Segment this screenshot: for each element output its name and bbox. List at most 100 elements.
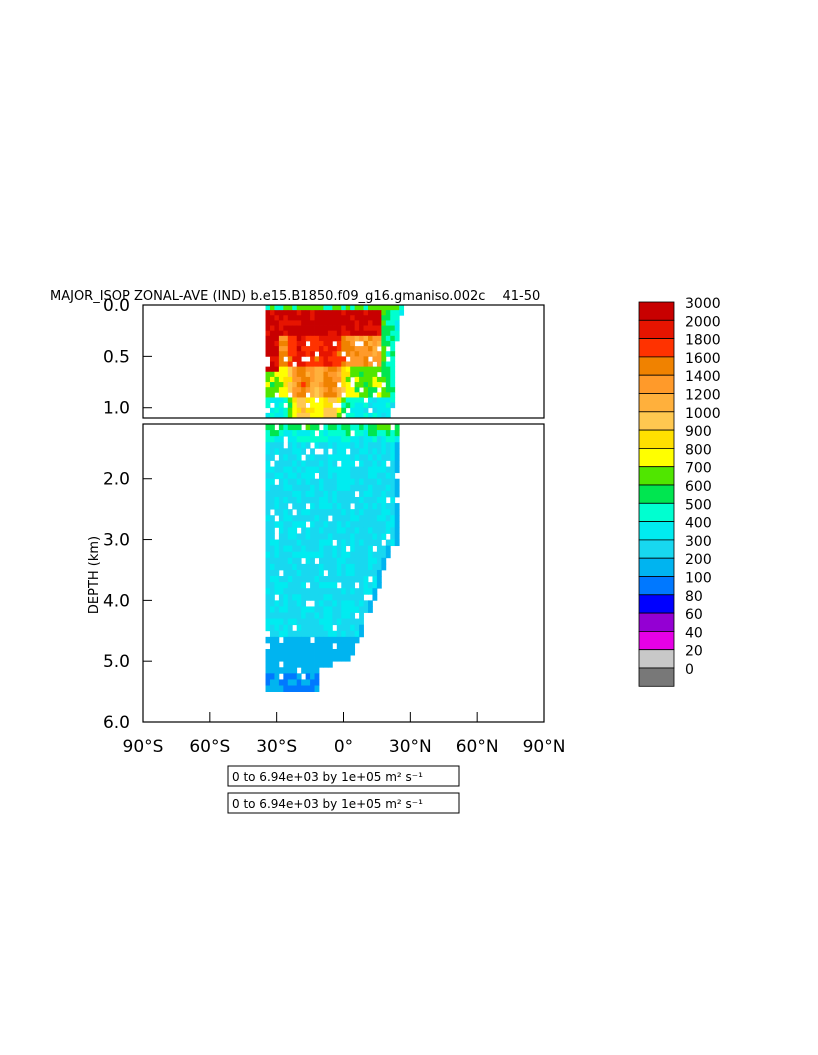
field-cell — [372, 478, 378, 486]
field-cell — [269, 371, 275, 378]
field-cell — [305, 630, 311, 638]
field-cell — [385, 315, 391, 321]
field-cell — [332, 557, 338, 565]
field-cell — [310, 351, 315, 357]
field-cell — [394, 442, 400, 449]
field-cell — [394, 330, 400, 337]
field-cell — [350, 600, 356, 607]
field-cell — [354, 527, 360, 534]
field-cell — [265, 371, 271, 378]
field-cell — [296, 478, 302, 486]
field-cell — [296, 387, 302, 393]
field-cell — [310, 412, 315, 419]
colorbar-label: 600 — [685, 479, 712, 495]
field-cell — [278, 557, 284, 565]
field-cell — [318, 539, 324, 547]
y-tick-label: 6.0 — [103, 713, 130, 733]
field-cell — [310, 503, 315, 510]
field-cell — [336, 412, 342, 419]
colorbar-swatch — [638, 612, 675, 632]
field-cell — [359, 576, 364, 583]
field-cell — [283, 606, 289, 613]
field-cell — [265, 618, 271, 626]
field-cell — [368, 397, 373, 403]
field-cell — [305, 649, 311, 656]
field-cell — [363, 576, 369, 583]
field-cell — [283, 569, 289, 577]
field-cell — [381, 545, 387, 553]
field-cell — [381, 484, 387, 492]
field-cell — [314, 551, 320, 559]
field-cell — [301, 490, 307, 498]
field-cell — [318, 356, 324, 362]
field-cell — [305, 412, 311, 419]
field-cell — [345, 305, 351, 311]
field-cell — [350, 636, 356, 644]
field-cell — [350, 551, 356, 559]
field-cell — [292, 376, 298, 383]
field-cell — [301, 315, 307, 321]
field-cell — [336, 392, 342, 398]
field-cell — [372, 371, 378, 378]
field-cell — [368, 515, 373, 522]
field-cell — [341, 588, 347, 595]
field-cell — [301, 376, 307, 383]
field-cell — [385, 402, 391, 409]
field-cell — [363, 320, 369, 326]
field-cell — [359, 335, 364, 342]
field-cell — [390, 509, 396, 516]
field-cell — [314, 612, 320, 620]
field-cell — [287, 320, 293, 326]
field-cell — [363, 412, 369, 419]
field-cell — [278, 521, 284, 528]
field-cell — [385, 424, 391, 431]
field-cell — [269, 424, 275, 431]
field-cell — [341, 376, 347, 383]
field-cell — [345, 582, 351, 589]
field-cell — [278, 582, 284, 589]
field-cell — [359, 412, 364, 419]
field-cell — [381, 330, 387, 337]
field-cell — [368, 442, 373, 449]
field-cell — [336, 588, 342, 595]
field-cell — [363, 330, 369, 337]
field-cell — [287, 576, 293, 583]
field-cell — [368, 600, 373, 607]
field-cell — [287, 649, 293, 656]
field-cell — [376, 315, 382, 321]
field-cell — [350, 397, 356, 403]
field-cell — [323, 624, 329, 632]
field-cell — [283, 630, 289, 638]
field-cell — [318, 320, 324, 326]
field-cell — [372, 412, 378, 419]
y-tick-label: 3.0 — [103, 531, 130, 551]
field-cell — [269, 679, 275, 686]
colorbar-swatch — [638, 576, 675, 596]
field-cell — [269, 624, 275, 632]
field-cell — [332, 515, 338, 522]
field-cell — [385, 454, 391, 461]
field-cell — [278, 412, 284, 419]
field-cell — [327, 600, 333, 607]
field-cell — [287, 673, 293, 680]
field-cell — [287, 594, 293, 601]
field-cell — [332, 569, 338, 577]
field-cell — [292, 351, 298, 357]
field-cell — [372, 448, 378, 455]
field-cell — [359, 545, 364, 553]
field-cell — [359, 346, 364, 352]
field-cell — [327, 582, 333, 589]
field-cell — [296, 539, 302, 547]
field-cell — [278, 624, 284, 632]
field-cell — [301, 661, 307, 668]
field-cell — [323, 412, 329, 419]
field-cell — [336, 366, 342, 373]
field-cell — [376, 335, 382, 342]
field-cell — [274, 685, 280, 692]
field-cell — [265, 636, 271, 644]
field-cell — [323, 612, 329, 620]
field-cell — [359, 305, 364, 311]
field-cell — [376, 466, 382, 474]
field-cell — [310, 392, 315, 398]
field-cell — [269, 642, 275, 650]
